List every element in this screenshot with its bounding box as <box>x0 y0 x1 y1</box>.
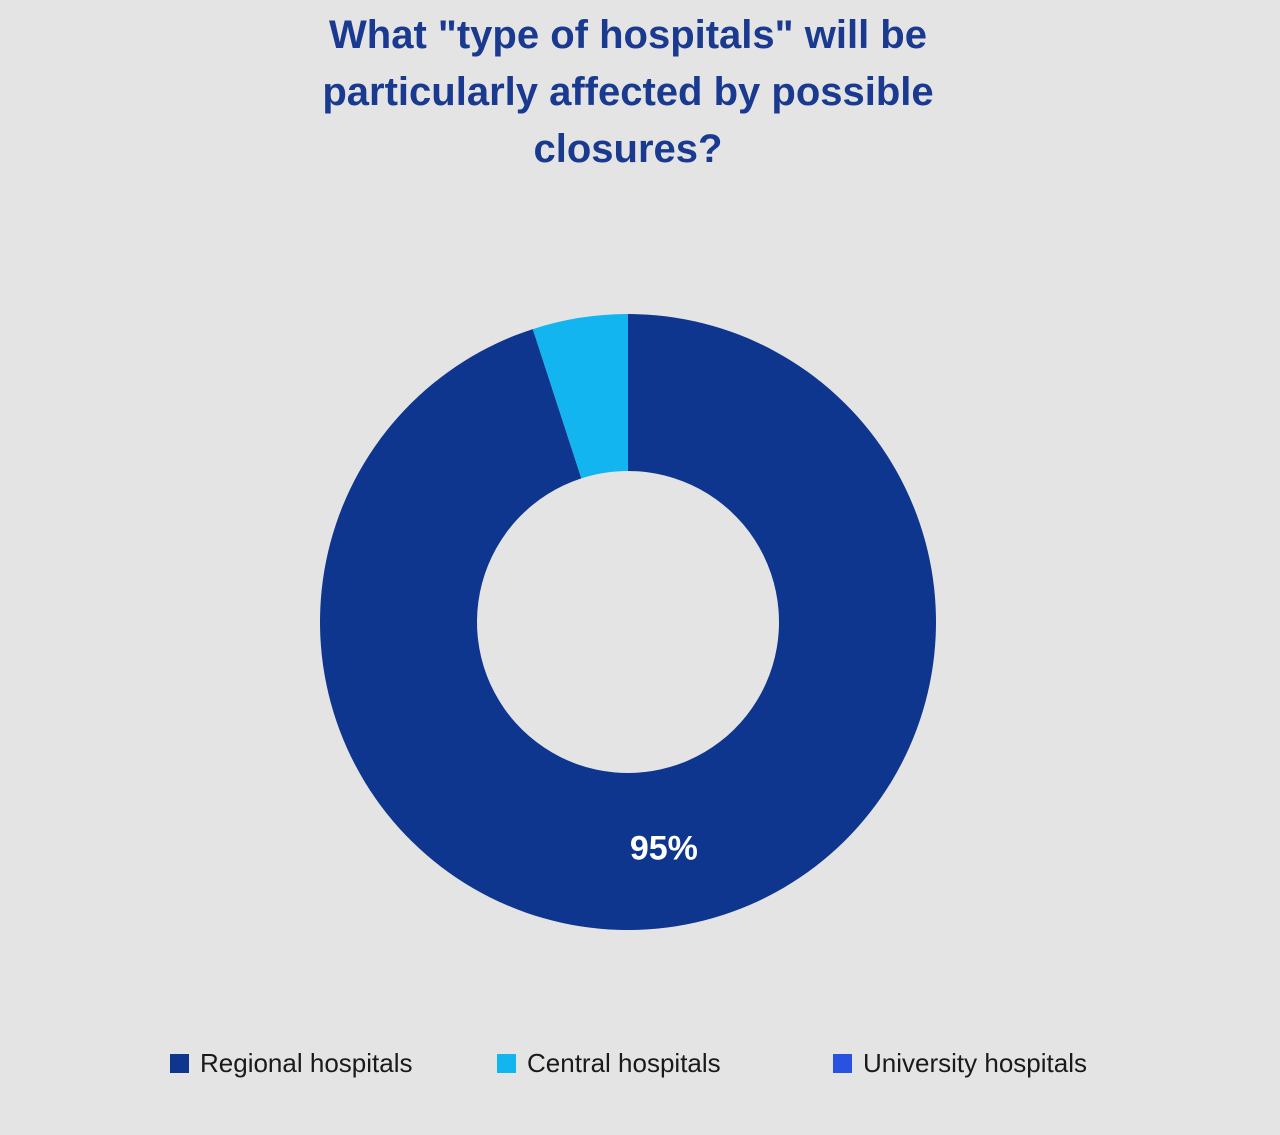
chart-title-line-1: What "type of hospitals" will be <box>329 13 927 57</box>
pie-slice-regional-hospitals <box>320 314 937 930</box>
legend-label-regional-hospitals: Regional hospitals <box>200 1047 413 1078</box>
legend-item-university-hospitals: University hospitals <box>833 1047 1087 1079</box>
pie-slice-central-hospitals <box>532 314 628 479</box>
legend-item-regional-hospitals: Regional hospitals <box>170 1047 412 1079</box>
chart-title: What "type of hospitals" will be particu… <box>0 7 1256 178</box>
legend-label-university-hospitals: University hospitals <box>863 1047 1087 1078</box>
legend-swatch-central-hospitals <box>497 1053 516 1073</box>
chart-title-line-2: particularly affected by possible <box>322 70 934 114</box>
legend-swatch-regional-hospitals <box>170 1053 189 1073</box>
chart-title-line-3: closures? <box>533 127 723 171</box>
legend-swatch-university-hospitals <box>833 1053 852 1073</box>
legend: Regional hospitals Central hospitals Uni… <box>0 1047 1280 1079</box>
legend-item-central-hospitals: Central hospitals <box>497 1047 721 1079</box>
legend-label-central-hospitals: Central hospitals <box>527 1047 721 1078</box>
slice-value-label: 95% <box>630 830 698 868</box>
